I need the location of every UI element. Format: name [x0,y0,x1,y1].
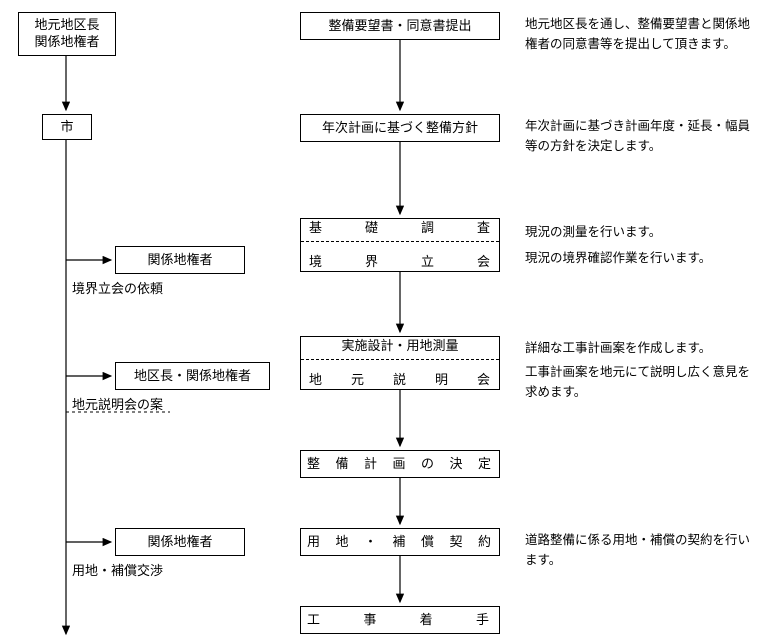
branch3-box: 関係地権者 [115,528,245,556]
branch2-box: 地区長・関係地権者 [115,362,270,390]
step1-text: 整備要望書・同意書提出 [328,18,471,35]
step5-text: 整備計画の決定 [307,456,493,473]
desc4b: 工事計画案を地元にて説明し広く意見を求めます。 [525,362,755,402]
desc2: 年次計画に基づき計画年度・延長・幅員等の方針を決定します。 [525,116,755,156]
step3-bottom: 境界立会 [301,250,499,275]
step7-text: 工事着手 [307,612,493,629]
branch3-text: 関係地権者 [147,534,212,551]
branch2-label: 地元説明会の案 [72,394,163,413]
step4-box: 実施設計・用地測量 地元説明会 [300,336,500,390]
step3-box: 基礎調査 境界立会 [300,218,500,272]
left-top-line2: 関係地権者 [34,34,99,51]
city-label: 市 [60,119,73,136]
step2-box: 年次計画に基づく整備方針 [300,114,500,142]
desc4a: 詳細な工事計画案を作成します。 [525,338,711,358]
step3-divider [301,241,499,250]
step5-box: 整備計画の決定 [300,450,500,478]
step7-box: 工事着手 [300,606,500,634]
step4-divider [301,359,499,368]
city-box: 市 [42,114,92,140]
branch1-box: 関係地権者 [115,246,245,274]
step1-box: 整備要望書・同意書提出 [300,12,500,40]
branch1-text: 関係地権者 [147,252,212,269]
branch2-text: 地区長・関係地権者 [134,368,251,385]
step4-top: 実施設計・用地測量 [301,334,499,359]
desc6: 道路整備に係る用地・補償の契約を行います。 [525,530,755,570]
step6-text: 用地・補償契約 [307,534,493,551]
desc1: 地元地区長を通し、整備要望書と関係地権者の同意書等を提出して頂きます。 [525,14,755,54]
desc3b: 現況の境界確認作業を行います。 [525,248,711,268]
step4-bottom: 地元説明会 [301,368,499,393]
step6-box: 用地・補償契約 [300,528,500,556]
step2-text: 年次計画に基づく整備方針 [322,120,478,137]
branch1-label: 境界立会の依頼 [72,278,163,297]
desc3a: 現況の測量を行います。 [525,222,661,242]
left-top-box: 地元地区長 関係地権者 [18,12,116,56]
left-top-line1: 地元地区長 [34,17,99,34]
step3-top: 基礎調査 [301,216,499,241]
branch3-label: 用地・補償交渉 [72,560,163,579]
